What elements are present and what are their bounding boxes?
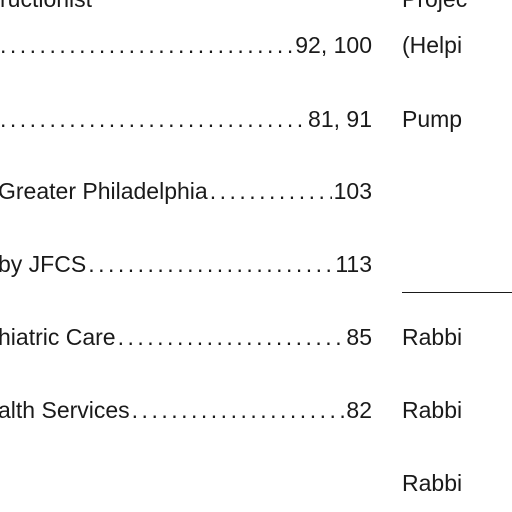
index-entry-fragment: (Helpi (402, 32, 463, 58)
dot-leader: ........................................… (0, 32, 293, 58)
index-entry-title: alth Services (0, 397, 130, 423)
dot-leader: ........................................… (0, 106, 307, 132)
dot-leader: ........................................… (131, 397, 345, 423)
index-entry-pages: 82 (346, 397, 372, 423)
section-divider (402, 292, 512, 293)
index-entry-fragment: Rabbi (402, 324, 463, 350)
index-entry-fragment: Rabbi (402, 470, 463, 496)
index-entry-title: Greater Philadelphia (0, 178, 208, 204)
index-entry-title: by JFCS (0, 251, 87, 277)
index-entry: alth Services ..........................… (0, 395, 372, 425)
index-entry-pages: 81, 91 (308, 106, 372, 132)
index-entry-fragment: Projec (402, 0, 467, 14)
index-entry: ........................................… (0, 104, 372, 134)
index-entry: Greater Philadelphia ...................… (0, 176, 372, 206)
index-entry-fragment: Rabbi (402, 397, 463, 423)
dot-leader: ........................................… (209, 178, 332, 204)
index-entry: ........................................… (0, 30, 372, 60)
dot-leader: ........................................… (117, 324, 345, 350)
index-entry: by JFCS ................................… (0, 249, 372, 279)
index-left-column: ructionist .............................… (0, 0, 372, 425)
index-entry-pages: 113 (335, 251, 372, 277)
dot-leader: ........................................… (88, 251, 334, 277)
index-right-column: Projec (Helpi Pump Rabbi Rabbi Rabbi (402, 0, 512, 512)
index-entry-pages: 92, 100 (295, 32, 372, 58)
index-entry-fragment: Pump (402, 106, 463, 132)
index-entry-title: hiatric Care (0, 324, 116, 350)
index-entry-pages: 103 (333, 178, 372, 204)
index-entry-pages: 85 (346, 324, 372, 350)
index-entry-fragment: ructionist (0, 0, 92, 14)
index-entry: hiatric Care ...........................… (0, 322, 372, 352)
